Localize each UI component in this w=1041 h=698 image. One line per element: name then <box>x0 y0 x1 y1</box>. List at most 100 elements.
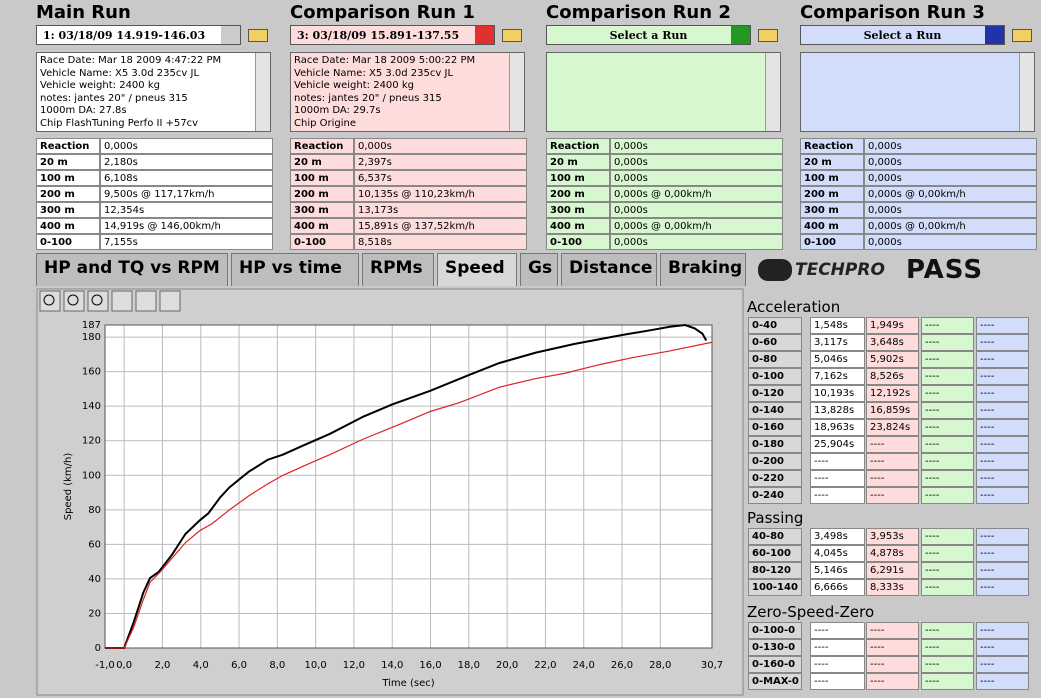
row-label: 0-200 <box>748 453 802 470</box>
row-value: 0,000s <box>610 234 783 250</box>
dropdown-arrow[interactable] <box>731 26 750 44</box>
cell-value: ---- <box>976 453 1029 470</box>
zoom-box-button[interactable] <box>63 290 85 312</box>
section-title: Acceleration <box>747 298 841 316</box>
row-label: 0-100 <box>800 234 864 250</box>
row-label: 400 m <box>290 218 354 234</box>
cell-value: ---- <box>921 419 974 436</box>
cell-value: ---- <box>976 673 1029 690</box>
run-selector[interactable]: Select a Run <box>546 25 751 45</box>
row-label: 300 m <box>546 202 610 218</box>
cell-value: 7,162s <box>810 368 865 385</box>
row-value: 9,500s @ 117,17km/h <box>100 186 273 202</box>
folder-icon[interactable] <box>758 29 778 42</box>
row-label: 80-120 <box>748 562 802 579</box>
row-value: 0,000s <box>610 138 783 154</box>
cell-value: ---- <box>921 402 974 419</box>
scrollbar <box>765 53 780 131</box>
row-label: 100 m <box>546 170 610 186</box>
run-info: Race Date: Mar 18 2009 5:00:22 PM Vehicle… <box>290 52 525 132</box>
x-tick-label: 22,0 <box>534 660 556 671</box>
row-label: 40-80 <box>748 528 802 545</box>
run-selector[interactable]: Select a Run <box>800 25 1005 45</box>
cell-value: ---- <box>866 470 919 487</box>
x-tick-label: 6,0 <box>231 660 247 671</box>
dropdown-arrow[interactable] <box>221 26 240 44</box>
row-value: 0,000s @ 0,00km/h <box>610 218 783 234</box>
cell-value: ---- <box>921 317 974 334</box>
tab[interactable]: RPMs <box>362 253 434 286</box>
cell-value: ---- <box>921 622 974 639</box>
cell-value: ---- <box>810 453 865 470</box>
run-info <box>546 52 781 132</box>
cell-value: ---- <box>810 639 865 656</box>
y-tick-label: 40 <box>88 574 101 585</box>
row-value: 12,354s <box>100 202 273 218</box>
cell-value: ---- <box>810 656 865 673</box>
row-value: 14,919s @ 146,00km/h <box>100 218 273 234</box>
x-tick-label: 24,0 <box>573 660 595 671</box>
zoom-out-button[interactable] <box>87 290 109 312</box>
info-line: Race Date: Mar 18 2009 4:47:22 PM <box>40 55 222 66</box>
plot-area <box>105 325 712 648</box>
tab[interactable]: Speed <box>437 253 517 286</box>
row-label: 0-130-0 <box>748 639 802 656</box>
folder-icon[interactable] <box>1012 29 1032 42</box>
y-tick-label: 80 <box>88 505 101 516</box>
tab[interactable]: Distance <box>561 253 657 286</box>
row-value: 0,000s <box>864 234 1037 250</box>
cell-value: 12,192s <box>866 385 919 402</box>
row-label: 20 m <box>36 154 100 170</box>
row-label: 0-160 <box>748 419 802 436</box>
row-label: 400 m <box>800 218 864 234</box>
cell-value: 10,193s <box>810 385 865 402</box>
cell-value: ---- <box>921 385 974 402</box>
cell-value: ---- <box>976 487 1029 504</box>
cell-value: ---- <box>921 351 974 368</box>
grid-button[interactable] <box>159 290 181 312</box>
run-selector[interactable]: 3: 03/18/09 15.891-137.55 <box>290 25 495 45</box>
run-selector[interactable]: 1: 03/18/09 14.919-146.03 <box>36 25 241 45</box>
cell-value: 3,953s <box>866 528 919 545</box>
folder-icon[interactable] <box>502 29 522 42</box>
row-label: 0-120 <box>748 385 802 402</box>
row-label: 20 m <box>290 154 354 170</box>
row-value: 0,000s @ 0,00km/h <box>610 186 783 202</box>
cell-value: 8,526s <box>866 368 919 385</box>
tab[interactable]: HP vs time <box>231 253 359 286</box>
row-label: 100 m <box>800 170 864 186</box>
y-tick-label: 160 <box>82 367 101 378</box>
fit-button[interactable] <box>135 290 157 312</box>
row-label: 0-240 <box>748 487 802 504</box>
tab[interactable]: Braking <box>660 253 746 286</box>
tab[interactable]: Gs <box>520 253 558 286</box>
row-value: 0,000s <box>864 170 1037 186</box>
row-label: 0-140 <box>748 402 802 419</box>
info-line: 1000m DA: 29.7s <box>294 105 381 117</box>
row-label: Reaction <box>290 138 354 154</box>
row-value: 6,108s <box>100 170 273 186</box>
cell-value: ---- <box>921 639 974 656</box>
dropdown-arrow[interactable] <box>985 26 1004 44</box>
cell-value: ---- <box>921 579 974 596</box>
cell-value: 3,498s <box>810 528 865 545</box>
row-label: 200 m <box>36 186 100 202</box>
cell-value: ---- <box>921 562 974 579</box>
cell-value: ---- <box>921 368 974 385</box>
x-tick-label: 16,0 <box>419 660 441 671</box>
cell-value: 3,117s <box>810 334 865 351</box>
folder-icon[interactable] <box>248 29 268 42</box>
cell-value: ---- <box>866 487 919 504</box>
icon <box>43 294 55 306</box>
row-value: 2,397s <box>354 154 527 170</box>
y-tick-label: 0 <box>95 643 101 654</box>
row-value: 10,135s @ 110,23km/h <box>354 186 527 202</box>
tab[interactable]: HP and TQ vs RPM <box>36 253 228 286</box>
zoom-button[interactable] <box>39 290 61 312</box>
row-label: 400 m <box>546 218 610 234</box>
dropdown-arrow[interactable] <box>475 26 494 44</box>
row-value: 8,518s <box>354 234 527 250</box>
pan-button[interactable] <box>111 290 133 312</box>
row-label: 200 m <box>800 186 864 202</box>
